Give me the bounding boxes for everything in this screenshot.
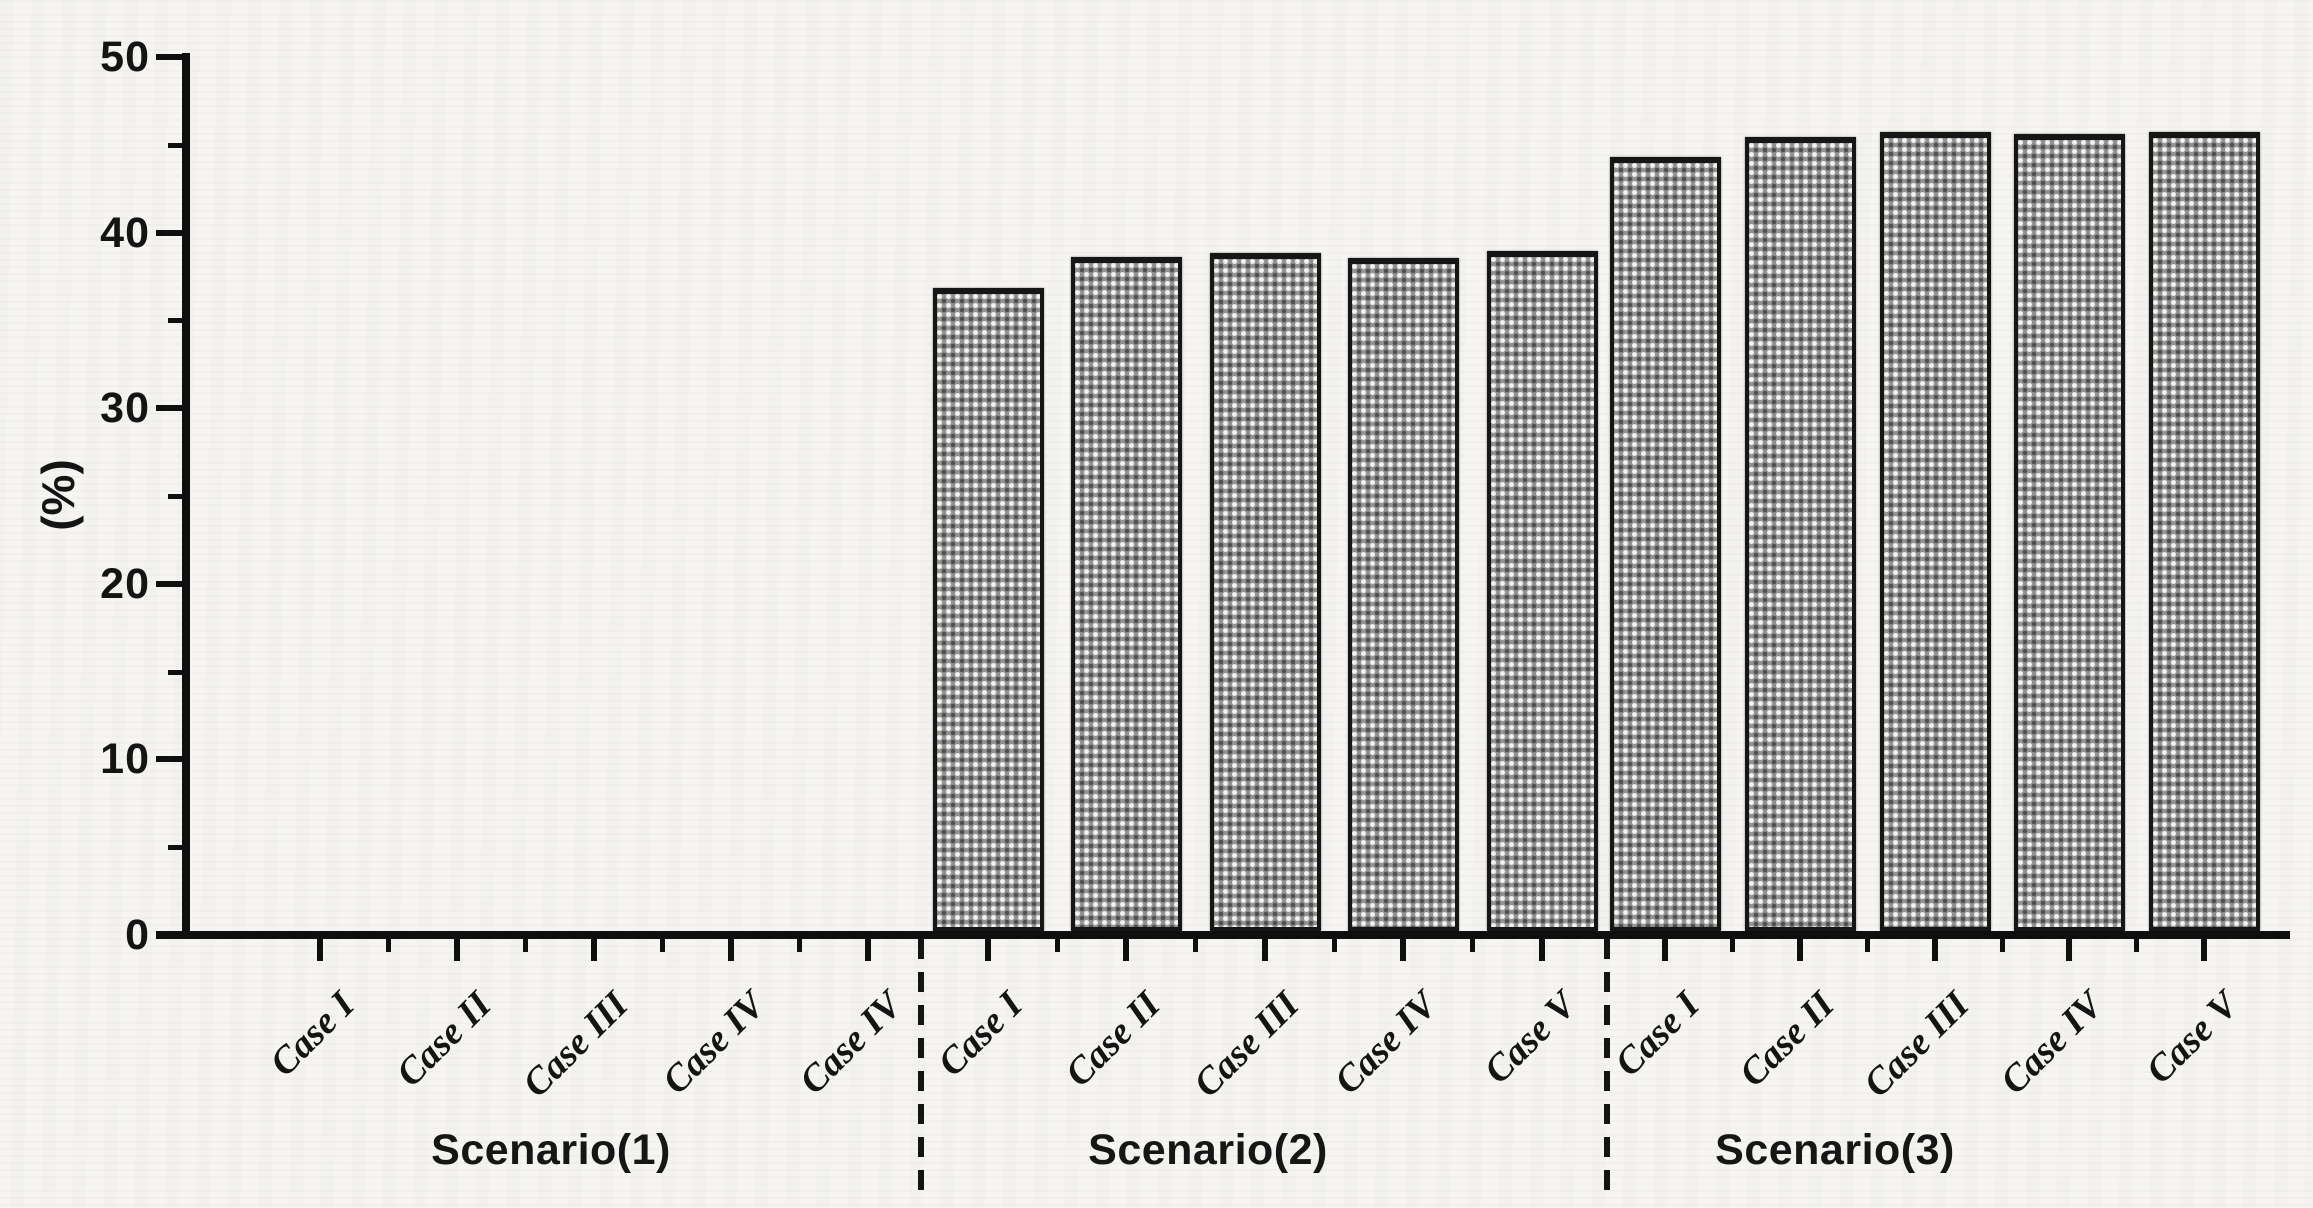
- case-label: Case III: [514, 983, 637, 1106]
- case-label: Case V: [1476, 983, 1585, 1092]
- y-axis-title: (%): [32, 459, 84, 531]
- bar: [1486, 251, 1598, 931]
- x-major-tick: [1262, 939, 1268, 961]
- y-major-tick: [156, 405, 182, 412]
- x-major-tick: [2066, 939, 2072, 961]
- x-major-tick: [2201, 939, 2207, 961]
- y-major-tick: [156, 756, 182, 763]
- y-tick-label: 40: [100, 208, 150, 257]
- y-minor-tick: [168, 318, 182, 324]
- x-minor-tick: [523, 939, 528, 952]
- y-major-tick: [156, 54, 182, 60]
- bar: [1879, 132, 1991, 931]
- case-label: Case V: [2138, 983, 2247, 1092]
- x-major-tick: [865, 939, 871, 961]
- x-major-tick: [1662, 939, 1668, 961]
- x-minor-tick: [1054, 939, 1060, 952]
- bar: [1347, 258, 1459, 931]
- y-minor-tick: [168, 669, 182, 675]
- x-minor-tick: [797, 939, 802, 952]
- case-label: Case I: [1606, 983, 1708, 1085]
- case-label: Case IV: [1992, 983, 2112, 1103]
- case-label: Case III: [1185, 983, 1308, 1106]
- x-major-tick: [728, 939, 734, 961]
- x-major-tick: [1932, 939, 1938, 961]
- scenario-label: Scenario(1): [431, 1126, 671, 1174]
- y-tick-label: 0: [125, 911, 150, 959]
- x-minor-tick: [660, 939, 665, 952]
- case-label: Case III: [1855, 983, 1978, 1106]
- x-minor-tick: [2134, 939, 2139, 952]
- bar: [1209, 253, 1321, 931]
- bar: [2013, 133, 2125, 931]
- y-axis-line: [182, 53, 190, 939]
- case-label: Case II: [388, 983, 500, 1095]
- case-label: Case IV: [1326, 983, 1446, 1103]
- case-label: Case II: [1057, 983, 1169, 1095]
- y-minor-tick: [168, 845, 182, 851]
- bar: [1609, 156, 1721, 931]
- x-axis-line: [156, 931, 2290, 939]
- case-label: Case II: [1731, 983, 1843, 1095]
- y-tick-label: 20: [100, 559, 150, 608]
- case-label: Case I: [929, 983, 1031, 1085]
- bar: [2148, 132, 2260, 931]
- x-minor-tick: [1193, 939, 1198, 952]
- x-major-tick: [454, 939, 460, 961]
- case-label: Case I: [261, 983, 363, 1085]
- scenario-separator: [918, 939, 924, 1196]
- bar: [1070, 256, 1182, 931]
- x-minor-tick: [386, 939, 391, 952]
- x-major-tick: [1400, 939, 1406, 961]
- bar: [932, 288, 1044, 931]
- case-label: Case IV: [791, 983, 911, 1103]
- y-minor-tick: [168, 494, 182, 499]
- x-minor-tick: [1730, 939, 1735, 952]
- x-major-tick: [317, 939, 323, 961]
- y-minor-tick: [168, 142, 182, 148]
- x-major-tick: [1123, 939, 1129, 961]
- x-major-tick: [591, 939, 597, 961]
- y-major-tick: [156, 580, 182, 587]
- x-major-tick: [985, 939, 991, 961]
- scenario-label: Scenario(3): [1715, 1126, 1955, 1174]
- y-tick-label: 10: [100, 735, 150, 784]
- y-major-tick: [156, 932, 182, 938]
- x-minor-tick: [1470, 939, 1475, 952]
- x-major-tick: [1539, 939, 1545, 961]
- x-major-tick: [1797, 939, 1803, 961]
- y-tick-label: 30: [100, 384, 150, 433]
- y-tick-label: 50: [100, 33, 150, 81]
- case-label: Case IV: [654, 983, 774, 1103]
- x-minor-tick: [1331, 939, 1337, 952]
- x-minor-tick: [1999, 939, 2005, 952]
- scenario-separator: [1604, 939, 1610, 1196]
- x-minor-tick: [1865, 939, 1870, 952]
- scenario-label: Scenario(2): [1088, 1126, 1328, 1174]
- y-major-tick: [156, 229, 182, 236]
- bar: [1744, 137, 1856, 931]
